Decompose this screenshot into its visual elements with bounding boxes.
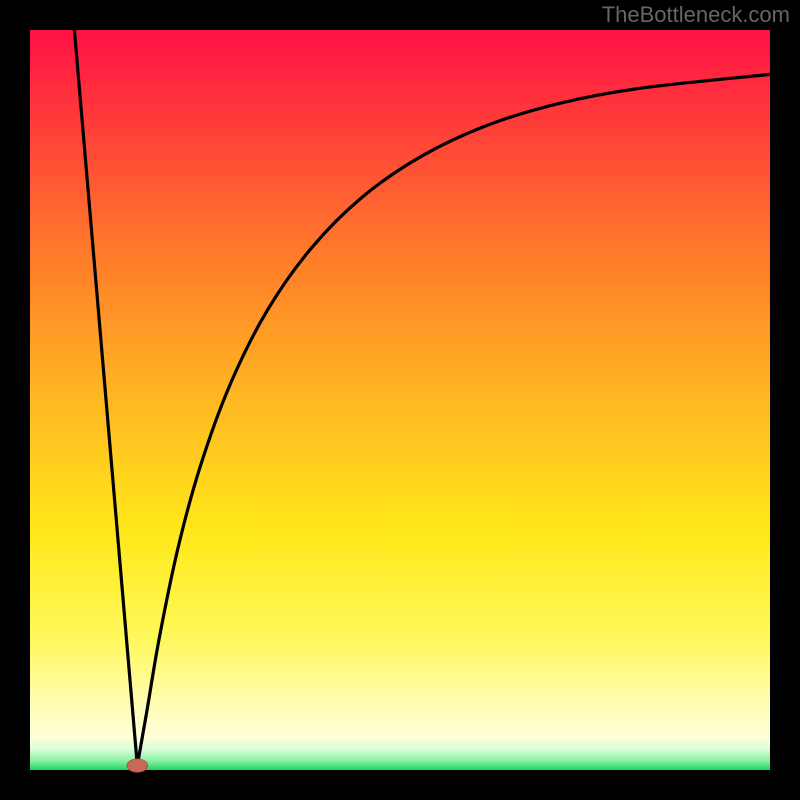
watermark-text: TheBottleneck.com	[602, 2, 790, 28]
chart-background	[30, 30, 770, 770]
bottleneck-chart	[0, 0, 800, 800]
minimum-marker	[127, 759, 148, 772]
chart-container: TheBottleneck.com	[0, 0, 800, 800]
